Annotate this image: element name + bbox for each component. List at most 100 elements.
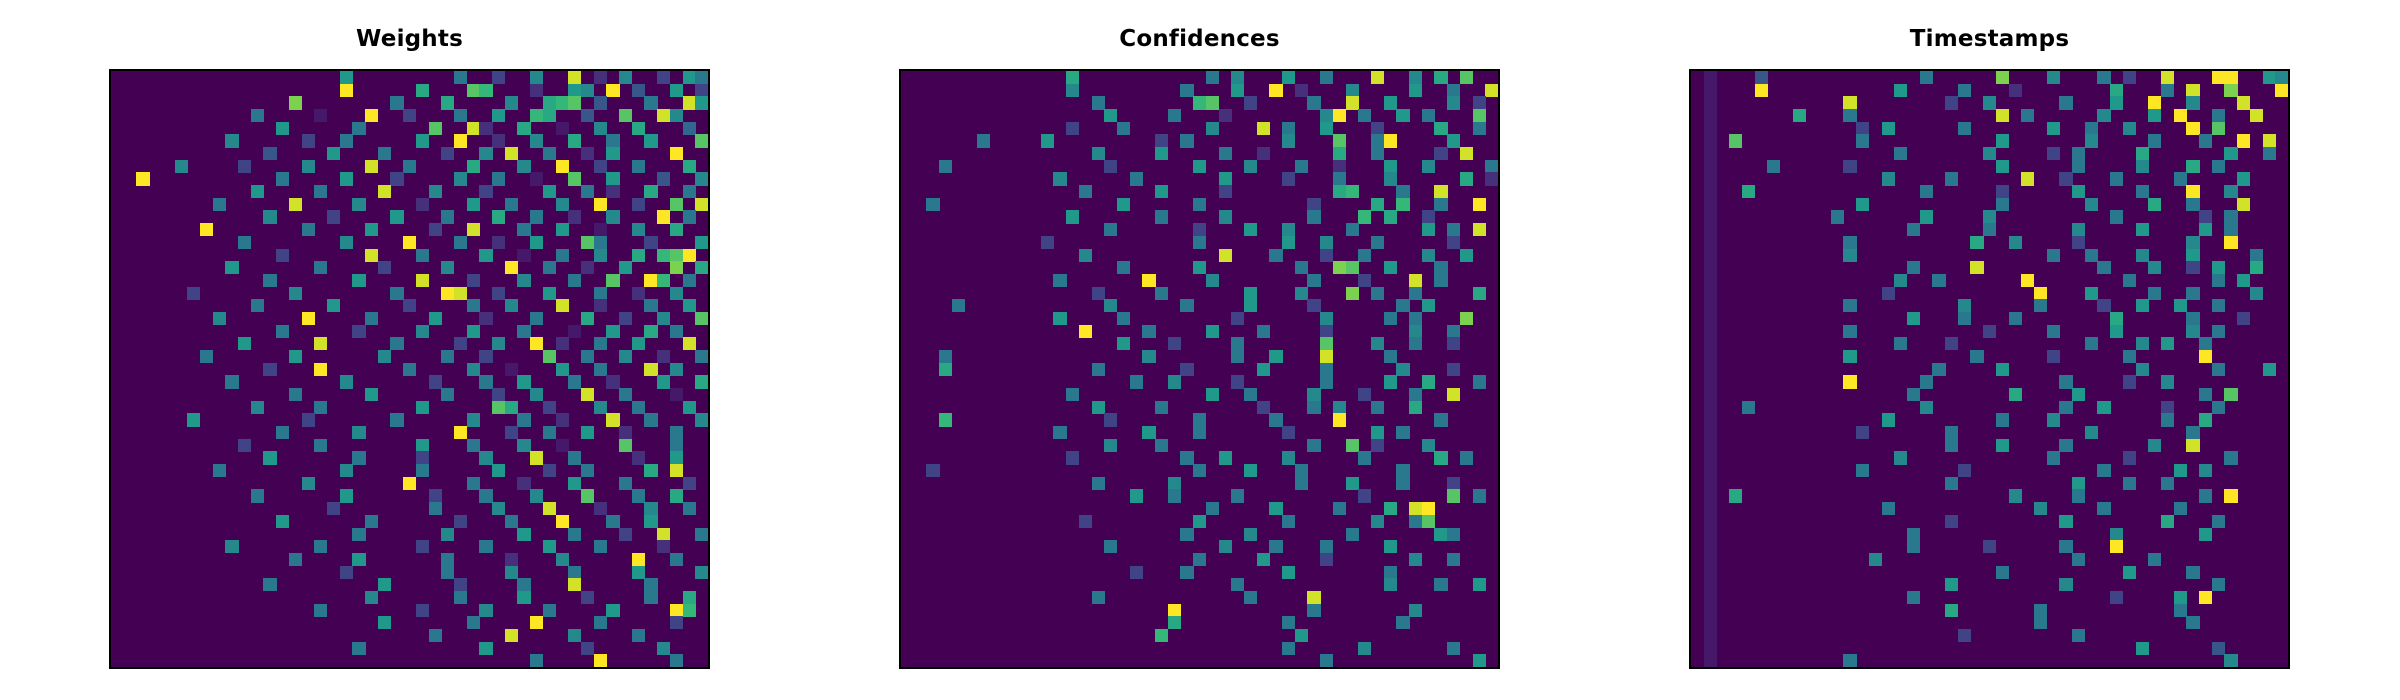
heatmap-cell bbox=[1421, 109, 1435, 123]
heatmap-cell bbox=[517, 590, 531, 605]
heatmap-cell bbox=[1843, 375, 1857, 389]
heatmap-cell bbox=[377, 349, 391, 364]
heatmap-cell bbox=[1155, 147, 1169, 161]
heatmap-cell bbox=[1142, 426, 1156, 440]
heatmap-cell bbox=[2072, 489, 2086, 503]
heatmap-cell bbox=[1205, 121, 1220, 135]
heatmap-cell bbox=[1703, 71, 1717, 85]
heatmap-cell bbox=[1945, 172, 1959, 186]
heatmap-cell bbox=[466, 438, 480, 452]
heatmap-cell bbox=[492, 235, 506, 250]
heatmap-cell bbox=[1155, 134, 1169, 148]
heatmap-cell bbox=[1995, 109, 2010, 123]
heatmap-cell bbox=[530, 616, 544, 630]
heatmap-cell bbox=[1091, 96, 1105, 110]
heatmap-cell bbox=[1906, 388, 1921, 402]
heatmap-cell bbox=[1104, 109, 1118, 123]
heatmap-cell bbox=[1421, 210, 1435, 224]
heatmap-cell bbox=[2211, 324, 2225, 338]
heatmap-cell bbox=[1205, 502, 1220, 516]
heatmap-cell bbox=[2059, 400, 2073, 414]
heatmap-cell bbox=[926, 464, 940, 478]
heatmap-cell bbox=[390, 337, 404, 351]
heatmap-cell bbox=[669, 83, 684, 97]
heatmap-cell bbox=[1843, 324, 1857, 338]
heatmap-cell bbox=[225, 134, 239, 148]
heatmap-cell bbox=[1703, 565, 1717, 579]
heatmap-cell bbox=[593, 616, 607, 630]
heatmap-cell bbox=[1434, 197, 1448, 211]
heatmap-cell bbox=[1282, 223, 1296, 237]
heatmap-cell bbox=[682, 96, 696, 110]
heatmap-cell bbox=[1294, 83, 1308, 97]
heatmap-cell bbox=[1320, 362, 1334, 376]
heatmap-cell bbox=[2262, 147, 2276, 161]
heatmap-cell bbox=[644, 96, 658, 110]
heatmap-cell bbox=[339, 134, 353, 148]
heatmap-cell bbox=[2199, 464, 2213, 478]
heatmap-cell bbox=[415, 400, 430, 414]
heatmap-cell bbox=[619, 476, 633, 490]
heatmap-cell bbox=[2046, 413, 2060, 427]
heatmap-cell bbox=[1703, 451, 1717, 465]
heatmap-cell bbox=[669, 147, 684, 161]
heatmap-cell bbox=[606, 273, 620, 288]
heatmap-cell bbox=[606, 514, 620, 528]
heatmap-cell bbox=[695, 197, 709, 211]
heatmap-cell bbox=[682, 210, 696, 224]
heatmap-cell bbox=[415, 273, 430, 288]
heatmap-cell bbox=[1370, 197, 1385, 211]
heatmap-cell bbox=[2199, 413, 2213, 427]
heatmap-cell bbox=[1703, 96, 1717, 110]
heatmap-cell bbox=[1396, 464, 1410, 478]
heatmap-cell bbox=[1370, 147, 1385, 161]
heatmap-cell bbox=[1421, 299, 1435, 313]
heatmap-cell bbox=[2021, 273, 2035, 288]
heatmap-cell bbox=[1995, 134, 2010, 148]
heatmap-cell bbox=[441, 96, 455, 110]
heatmap-cell bbox=[314, 261, 328, 275]
heatmap-cell bbox=[2237, 134, 2251, 148]
heatmap-cell bbox=[1040, 235, 1054, 250]
heatmap-cell bbox=[593, 337, 607, 351]
heatmap-cell bbox=[301, 159, 315, 173]
heatmap-cell bbox=[580, 311, 595, 326]
heatmap-cell bbox=[415, 134, 430, 148]
heatmap-cell bbox=[1957, 311, 1971, 326]
heatmap-cell bbox=[1754, 83, 1768, 97]
heatmap-cell bbox=[1485, 159, 1499, 173]
heatmap-cell bbox=[1282, 426, 1296, 440]
panel-title-weights: Weights bbox=[356, 26, 463, 52]
heatmap-cell bbox=[1358, 641, 1372, 655]
heatmap-cell bbox=[644, 273, 658, 288]
heatmap-cell bbox=[1409, 400, 1423, 414]
heatmap-cell bbox=[1957, 628, 1971, 643]
heatmap-cell bbox=[606, 172, 620, 186]
heatmap-cell bbox=[1193, 197, 1207, 211]
heatmap-cell bbox=[1703, 273, 1717, 288]
heatmap-cell bbox=[631, 248, 645, 262]
heatmap-cell bbox=[1358, 109, 1372, 123]
heatmap-cell bbox=[1856, 121, 1870, 135]
heatmap-cell bbox=[631, 223, 645, 237]
heatmap-cell bbox=[1104, 223, 1118, 237]
heatmap-cell bbox=[2186, 438, 2200, 452]
heatmap-cell bbox=[1868, 552, 1883, 567]
heatmap-cell bbox=[631, 400, 645, 414]
heatmap-cell bbox=[1282, 565, 1296, 579]
heatmap-cell bbox=[695, 527, 709, 541]
heatmap-cell bbox=[238, 159, 252, 173]
heatmap-cell bbox=[542, 261, 557, 275]
heatmap-cell bbox=[1447, 235, 1461, 250]
heatmap-cell bbox=[301, 311, 315, 326]
heatmap-cell bbox=[466, 476, 480, 490]
heatmap-cell bbox=[1320, 349, 1334, 364]
heatmap-cell bbox=[1091, 476, 1105, 490]
heatmap-cell bbox=[1919, 375, 1933, 389]
heatmap-cell bbox=[1129, 565, 1143, 579]
heatmap-cell bbox=[2084, 197, 2098, 211]
heatmap-cell bbox=[657, 349, 671, 364]
heatmap-cell bbox=[504, 197, 518, 211]
heatmap-cell bbox=[2008, 388, 2022, 402]
heatmap-cell bbox=[517, 438, 531, 452]
